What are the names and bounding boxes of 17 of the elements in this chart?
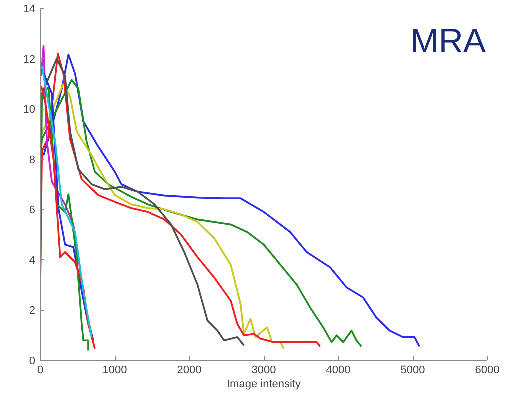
y-tick-label: 10 (23, 104, 36, 116)
x-tick-label: 4000 (326, 364, 351, 376)
y-tick-label: 6 (29, 204, 36, 217)
y-tick-label: 4 (29, 254, 36, 267)
y-tick-label: 14 (23, 4, 36, 16)
x-tick-label: 1000 (102, 364, 128, 376)
y-tick-label: 0 (29, 356, 36, 368)
x-tick-label: 2000 (177, 364, 202, 376)
y-tick-label: 8 (29, 154, 36, 166)
x-axis-title: Image intensity (227, 378, 302, 390)
y-tick-label: 12 (23, 54, 36, 66)
x-tick-label: 3000 (252, 364, 276, 376)
x-tick-label: 5000 (400, 364, 426, 376)
annotation: MRA (410, 22, 486, 60)
x-tick-label: 0 (37, 364, 44, 376)
x-tick-label: 6000 (475, 364, 500, 376)
y-tick-label: 2 (29, 305, 36, 318)
